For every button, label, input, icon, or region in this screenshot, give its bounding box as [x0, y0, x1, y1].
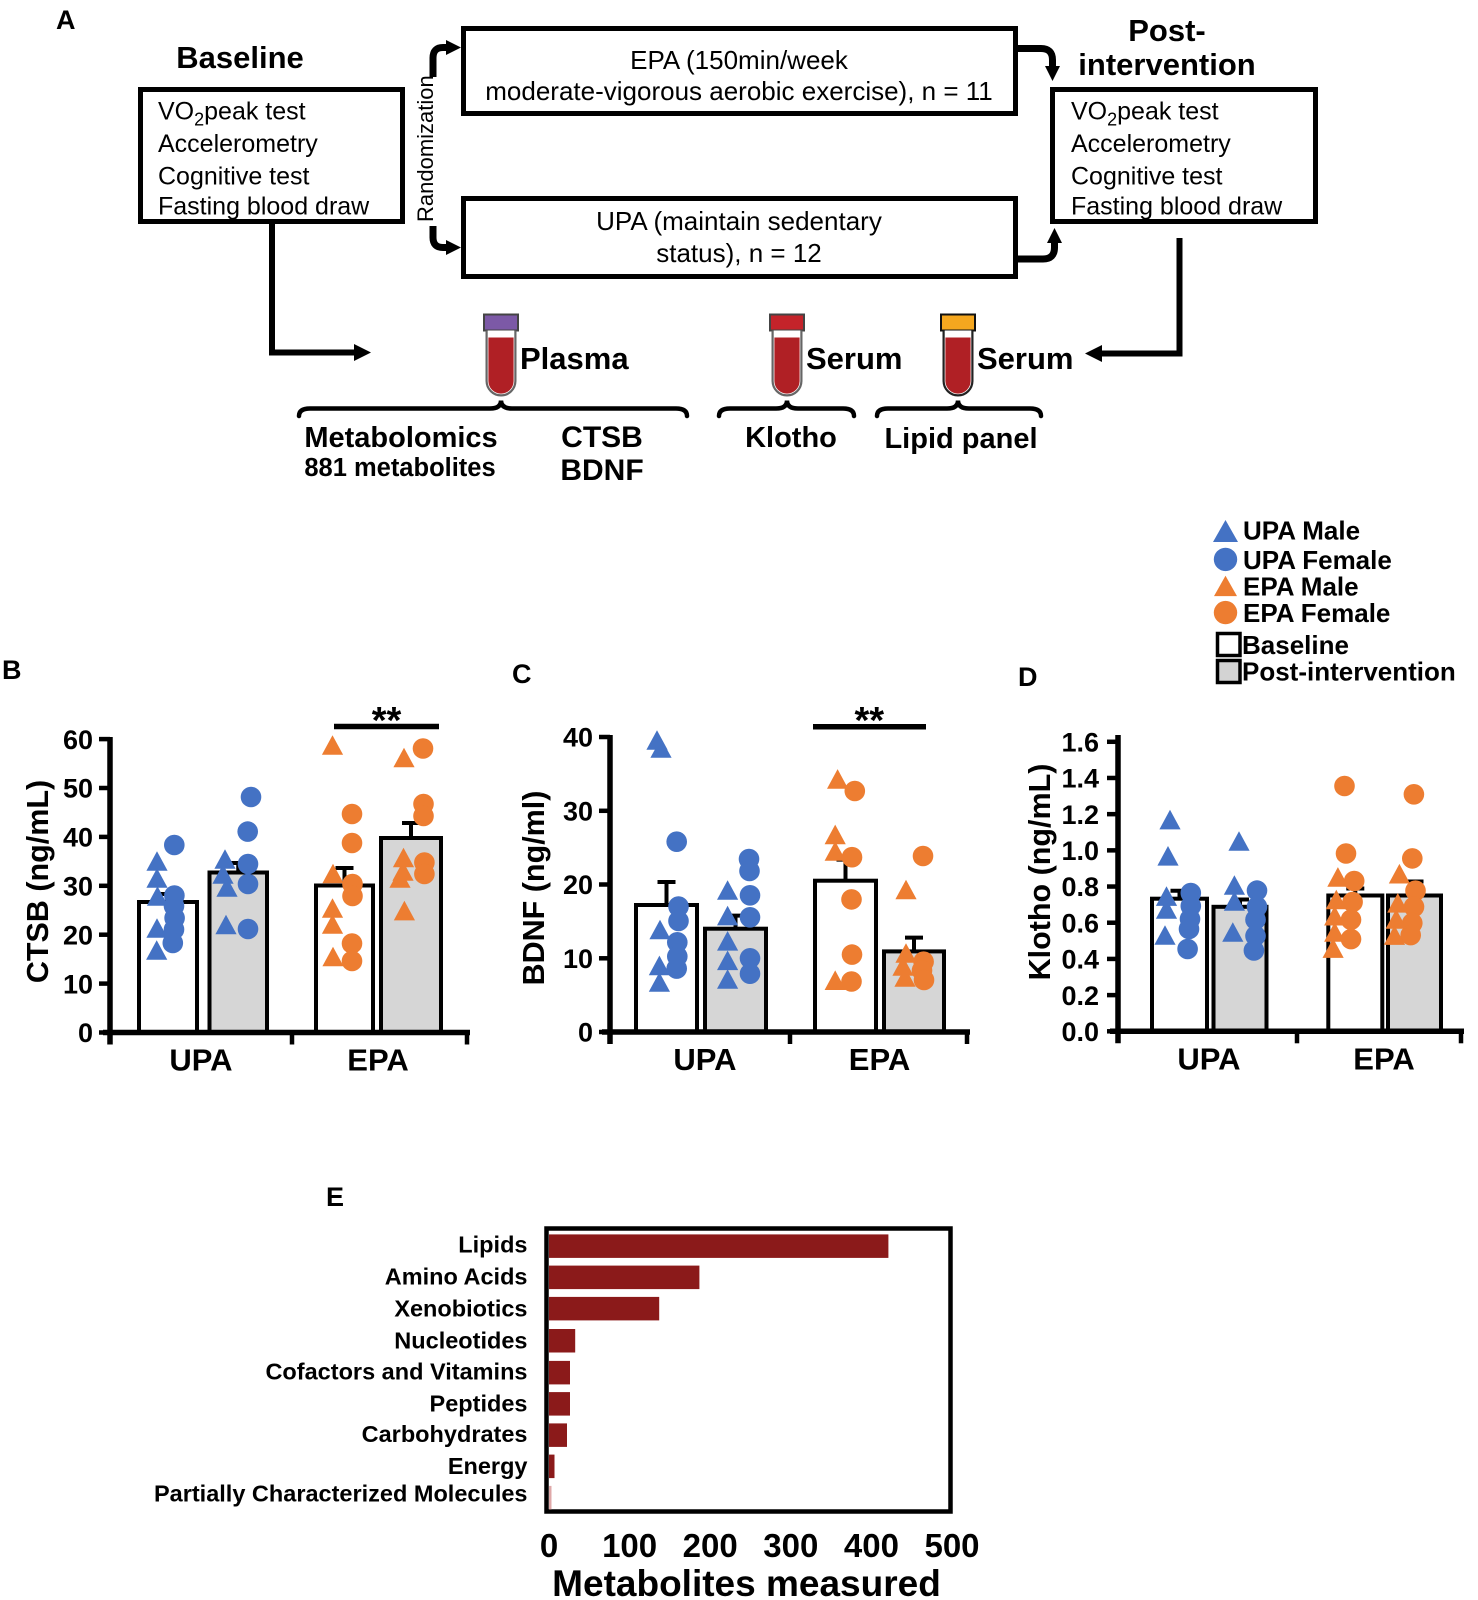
svg-text:20: 20: [63, 920, 93, 950]
svg-text:EPA: EPA: [849, 1042, 910, 1077]
svg-text:0.8: 0.8: [1061, 872, 1099, 902]
svg-text:Klotho: Klotho: [745, 422, 837, 454]
svg-text:60: 60: [63, 725, 93, 755]
svg-text:100: 100: [602, 1527, 657, 1564]
svg-text:200: 200: [683, 1527, 738, 1564]
svg-text:Xenobiotics: Xenobiotics: [394, 1296, 527, 1322]
svg-text:Post-intervention: Post-intervention: [1242, 657, 1456, 687]
svg-text:Post-: Post-: [1128, 13, 1206, 48]
svg-text:0.6: 0.6: [1061, 908, 1099, 938]
svg-text:Carbohydrates: Carbohydrates: [362, 1421, 528, 1447]
svg-text:Fasting blood draw: Fasting blood draw: [1071, 193, 1283, 221]
svg-text:500: 500: [924, 1527, 979, 1564]
svg-text:B: B: [2, 655, 22, 685]
svg-text:0: 0: [578, 1018, 593, 1048]
svg-text:UPA: UPA: [1177, 1041, 1240, 1076]
svg-text:CTSB: CTSB: [561, 421, 643, 454]
svg-text:0: 0: [540, 1527, 558, 1564]
svg-text:UPA Female: UPA Female: [1243, 545, 1392, 575]
svg-text:0.2: 0.2: [1061, 981, 1099, 1011]
svg-text:Baseline: Baseline: [1242, 630, 1349, 660]
svg-text:intervention: intervention: [1078, 47, 1255, 82]
svg-text:400: 400: [844, 1527, 899, 1564]
svg-text:881 metabolites: 881 metabolites: [304, 454, 495, 482]
svg-text:0.4: 0.4: [1061, 945, 1099, 975]
svg-text:Plasma: Plasma: [520, 341, 629, 376]
svg-text:Nucleotides: Nucleotides: [394, 1328, 527, 1354]
svg-text:Lipids: Lipids: [458, 1232, 527, 1258]
svg-text:Amino Acids: Amino Acids: [385, 1264, 528, 1290]
svg-text:1.6: 1.6: [1061, 727, 1099, 757]
svg-text:0.0: 0.0: [1061, 1017, 1099, 1047]
svg-text:Partially Characterized Molecu: Partially Characterized Molecules: [154, 1480, 528, 1506]
svg-text:EPA (150min/week: EPA (150min/week: [630, 45, 849, 75]
svg-text:Accelerometry: Accelerometry: [158, 130, 318, 158]
svg-text:UPA: UPA: [169, 1043, 232, 1078]
svg-text:BDNF (ng/ml): BDNF (ng/ml): [517, 791, 551, 986]
svg-text:Cognitive test: Cognitive test: [1071, 163, 1223, 191]
svg-text:Serum: Serum: [806, 341, 902, 376]
svg-text:Klotho (ng/mL): Klotho (ng/mL): [1023, 764, 1057, 981]
svg-text:1.2: 1.2: [1061, 800, 1099, 830]
svg-text:Accelerometry: Accelerometry: [1071, 130, 1231, 158]
svg-text:Energy: Energy: [448, 1453, 528, 1479]
svg-text:EPA Female: EPA Female: [1243, 598, 1390, 628]
svg-text:300: 300: [763, 1527, 818, 1564]
svg-text:10: 10: [563, 944, 593, 974]
svg-text:40: 40: [63, 823, 93, 853]
svg-text:EPA: EPA: [1353, 1041, 1414, 1076]
svg-text:30: 30: [563, 797, 593, 827]
svg-text:1.0: 1.0: [1061, 836, 1099, 866]
svg-text:EPA: EPA: [347, 1043, 408, 1078]
svg-text:Cofactors and Vitamins: Cofactors and Vitamins: [265, 1358, 527, 1384]
svg-text:UPA: UPA: [673, 1042, 736, 1077]
svg-text:A: A: [56, 5, 76, 35]
svg-text:10: 10: [63, 969, 93, 999]
svg-text:BDNF: BDNF: [560, 454, 643, 487]
svg-text:Lipid panel: Lipid panel: [884, 423, 1037, 455]
svg-text:30: 30: [63, 872, 93, 902]
svg-text:VO2peak test: VO2peak test: [158, 98, 306, 130]
svg-text:**: **: [855, 700, 885, 742]
svg-text:moderate-vigorous aerobic exer: moderate-vigorous aerobic exercise), n =…: [485, 76, 993, 106]
svg-text:**: **: [372, 700, 402, 742]
svg-text:Randomization: Randomization: [413, 75, 438, 222]
svg-text:C: C: [512, 659, 532, 689]
svg-text:20: 20: [563, 870, 593, 900]
svg-text:status), n = 12: status), n = 12: [656, 238, 821, 268]
svg-text:Baseline: Baseline: [176, 40, 304, 75]
svg-text:50: 50: [63, 774, 93, 804]
svg-text:Fasting blood draw: Fasting blood draw: [158, 193, 370, 221]
svg-text:UPA Male: UPA Male: [1243, 516, 1360, 546]
svg-text:40: 40: [563, 723, 593, 753]
svg-text:CTSB (ng/mL): CTSB (ng/mL): [21, 780, 55, 983]
svg-text:0: 0: [78, 1018, 93, 1048]
svg-text:VO2peak test: VO2peak test: [1071, 98, 1219, 130]
svg-text:Serum: Serum: [977, 341, 1073, 376]
svg-text:D: D: [1018, 662, 1038, 692]
svg-text:E: E: [326, 1182, 344, 1212]
svg-text:EPA Male: EPA Male: [1243, 571, 1359, 601]
svg-text:UPA (maintain sedentary: UPA (maintain sedentary: [596, 206, 882, 236]
svg-text:Metabolomics: Metabolomics: [304, 422, 497, 454]
svg-text:1.4: 1.4: [1061, 764, 1099, 794]
svg-text:Peptides: Peptides: [430, 1390, 528, 1416]
svg-text:Cognitive test: Cognitive test: [158, 163, 310, 191]
svg-text:Metabolites measured: Metabolites measured: [552, 1563, 941, 1600]
